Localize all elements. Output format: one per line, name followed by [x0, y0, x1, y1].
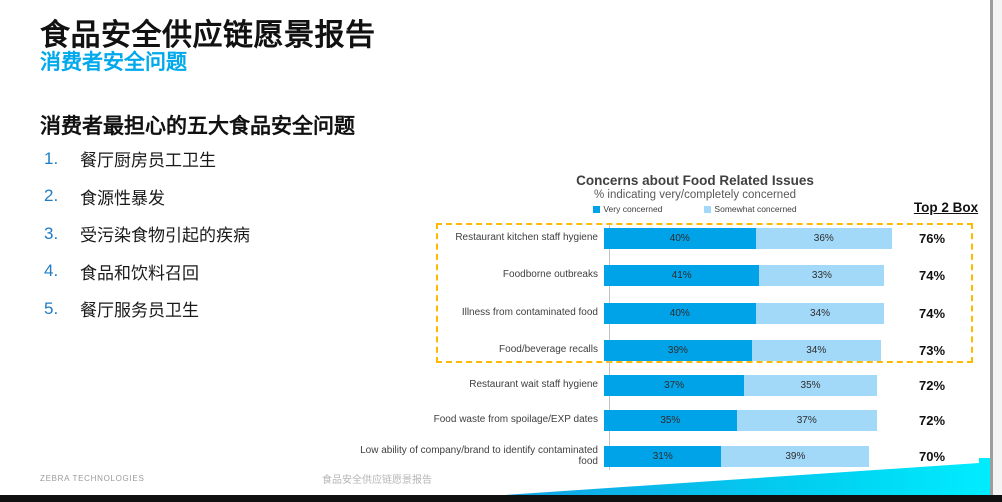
bar-category-label: Food waste from spoilage/EXP dates	[433, 414, 598, 426]
bar-track: 35% 37%	[604, 410, 877, 431]
chart-row: Food/beverage recalls 39% 34% 73%	[340, 340, 990, 361]
bar-segment: 34%	[755, 303, 885, 324]
bar-category-label: Low ability of company/brand to identify…	[360, 445, 598, 467]
bar-segment: 40%	[604, 228, 756, 249]
bar-track: 40% 36%	[604, 228, 893, 249]
legend-label: Very concerned	[603, 204, 663, 214]
list-item: 3. 受污染食物引起的疾病	[44, 215, 250, 253]
bar-category-label: Foodborne outbreaks	[502, 269, 598, 281]
list-item: 1. 餐厅厨房员工卫生	[44, 140, 250, 178]
chart-rows: Restaurant kitchen staff hygiene 40% 36% 76…	[340, 228, 990, 478]
list-item-number: 1.	[44, 148, 59, 168]
footer-report-title: 食品安全供应链愿景报告	[322, 475, 432, 486]
bar-category-label: Restaurant wait staff hygiene	[469, 379, 598, 391]
top2box-value: 73%	[918, 343, 946, 358]
chart-subtitle: % indicating very/completely concerned	[594, 189, 796, 201]
list-item-number: 4.	[44, 261, 59, 281]
window-right-edge	[990, 0, 1002, 502]
top2box-header: Top 2 Box	[913, 200, 979, 215]
top2box-value: 74%	[918, 268, 946, 283]
bar-segment: 37%	[736, 410, 877, 431]
top-concerns-heading: 消费者最担心的五大食品安全问题	[40, 115, 355, 138]
chart-row: Food waste from spoilage/EXP dates 35% 37%…	[340, 410, 990, 431]
bar-segment: 39%	[721, 446, 870, 467]
bar-track: 39% 34%	[604, 340, 881, 361]
bar-track: 31% 39%	[604, 446, 870, 467]
list-item-text: 餐厅厨房员工卫生	[80, 151, 216, 171]
chart-row: Restaurant wait staff hygiene 37% 35% 72%	[340, 375, 990, 396]
legend-swatch-icon	[704, 205, 712, 213]
page-subtitle: 消费者安全问题	[40, 51, 187, 74]
top2box-value: 72%	[918, 413, 946, 428]
bar-segment: 41%	[604, 265, 760, 286]
bar-track: 41% 33%	[604, 265, 885, 286]
chart-row: Low ability of company/brand to identify…	[340, 445, 990, 467]
bar-segment: 35%	[744, 375, 877, 396]
bar-segment: 40%	[604, 303, 756, 324]
bar-category-label: Illness from contaminated food	[461, 307, 598, 319]
list-item: 5. 餐厅服务员卫生	[44, 290, 250, 328]
window-bottom-bar	[0, 495, 1002, 502]
page-title: 食品安全供应链愿景报告	[40, 19, 376, 52]
legend-swatch-icon	[593, 205, 601, 213]
top2box-value: 76%	[918, 231, 946, 246]
chart-row: Restaurant kitchen staff hygiene 40% 36% 76…	[340, 228, 990, 249]
bar-segment: 33%	[759, 265, 885, 286]
list-item-text: 食品和饮料召回	[80, 263, 199, 283]
bar-category-label: Restaurant kitchen staff hygiene	[455, 232, 598, 244]
bar-segment: 31%	[604, 446, 722, 467]
bar-segment: 39%	[604, 340, 752, 361]
legend-item: Somewhat concerned	[704, 204, 797, 214]
list-item-number: 5.	[44, 298, 59, 318]
legend-label: Somewhat concerned	[714, 204, 797, 214]
chart-row: Illness from contaminated food 40% 34% 74%	[340, 303, 990, 324]
chart-row: Foodborne outbreaks 41% 33% 74%	[340, 265, 990, 286]
list-item-number: 2.	[44, 186, 59, 206]
list-item-text: 餐厅服务员卫生	[80, 301, 199, 321]
top2box-value: 72%	[918, 378, 946, 393]
top2box-value: 74%	[918, 306, 946, 321]
highlight-dashed-box	[436, 223, 973, 363]
bar-track: 37% 35%	[604, 375, 877, 396]
list-item: 4. 食品和饮料召回	[44, 253, 250, 291]
list-item-text: 食源性暴发	[80, 188, 165, 208]
list-item-text: 受污染食物引起的疾病	[80, 226, 250, 246]
bar-segment: 37%	[604, 375, 745, 396]
bar-segment: 35%	[604, 410, 737, 431]
list-item-number: 3.	[44, 223, 59, 243]
bar-track: 40% 34%	[604, 303, 885, 324]
bar-segment: 36%	[755, 228, 893, 249]
list-item: 2. 食源性暴发	[44, 178, 250, 216]
chart-title: Concerns about Food Related Issues	[576, 173, 814, 188]
top2box-value: 70%	[918, 449, 946, 464]
bar-category-label: Food/beverage recalls	[499, 344, 598, 356]
bar-segment: 34%	[751, 340, 881, 361]
top-concerns-list: 1. 餐厅厨房员工卫生 2. 食源性暴发 3. 受污染食物引起的疾病 4. 食品和饮料召回 5.…	[44, 140, 250, 328]
chart-legend: Very concerned Somewhat concerned	[440, 204, 950, 214]
legend-item: Very concerned	[593, 204, 662, 214]
footer-company-name: ZEBRA TECHNOLOGIES	[40, 474, 145, 483]
